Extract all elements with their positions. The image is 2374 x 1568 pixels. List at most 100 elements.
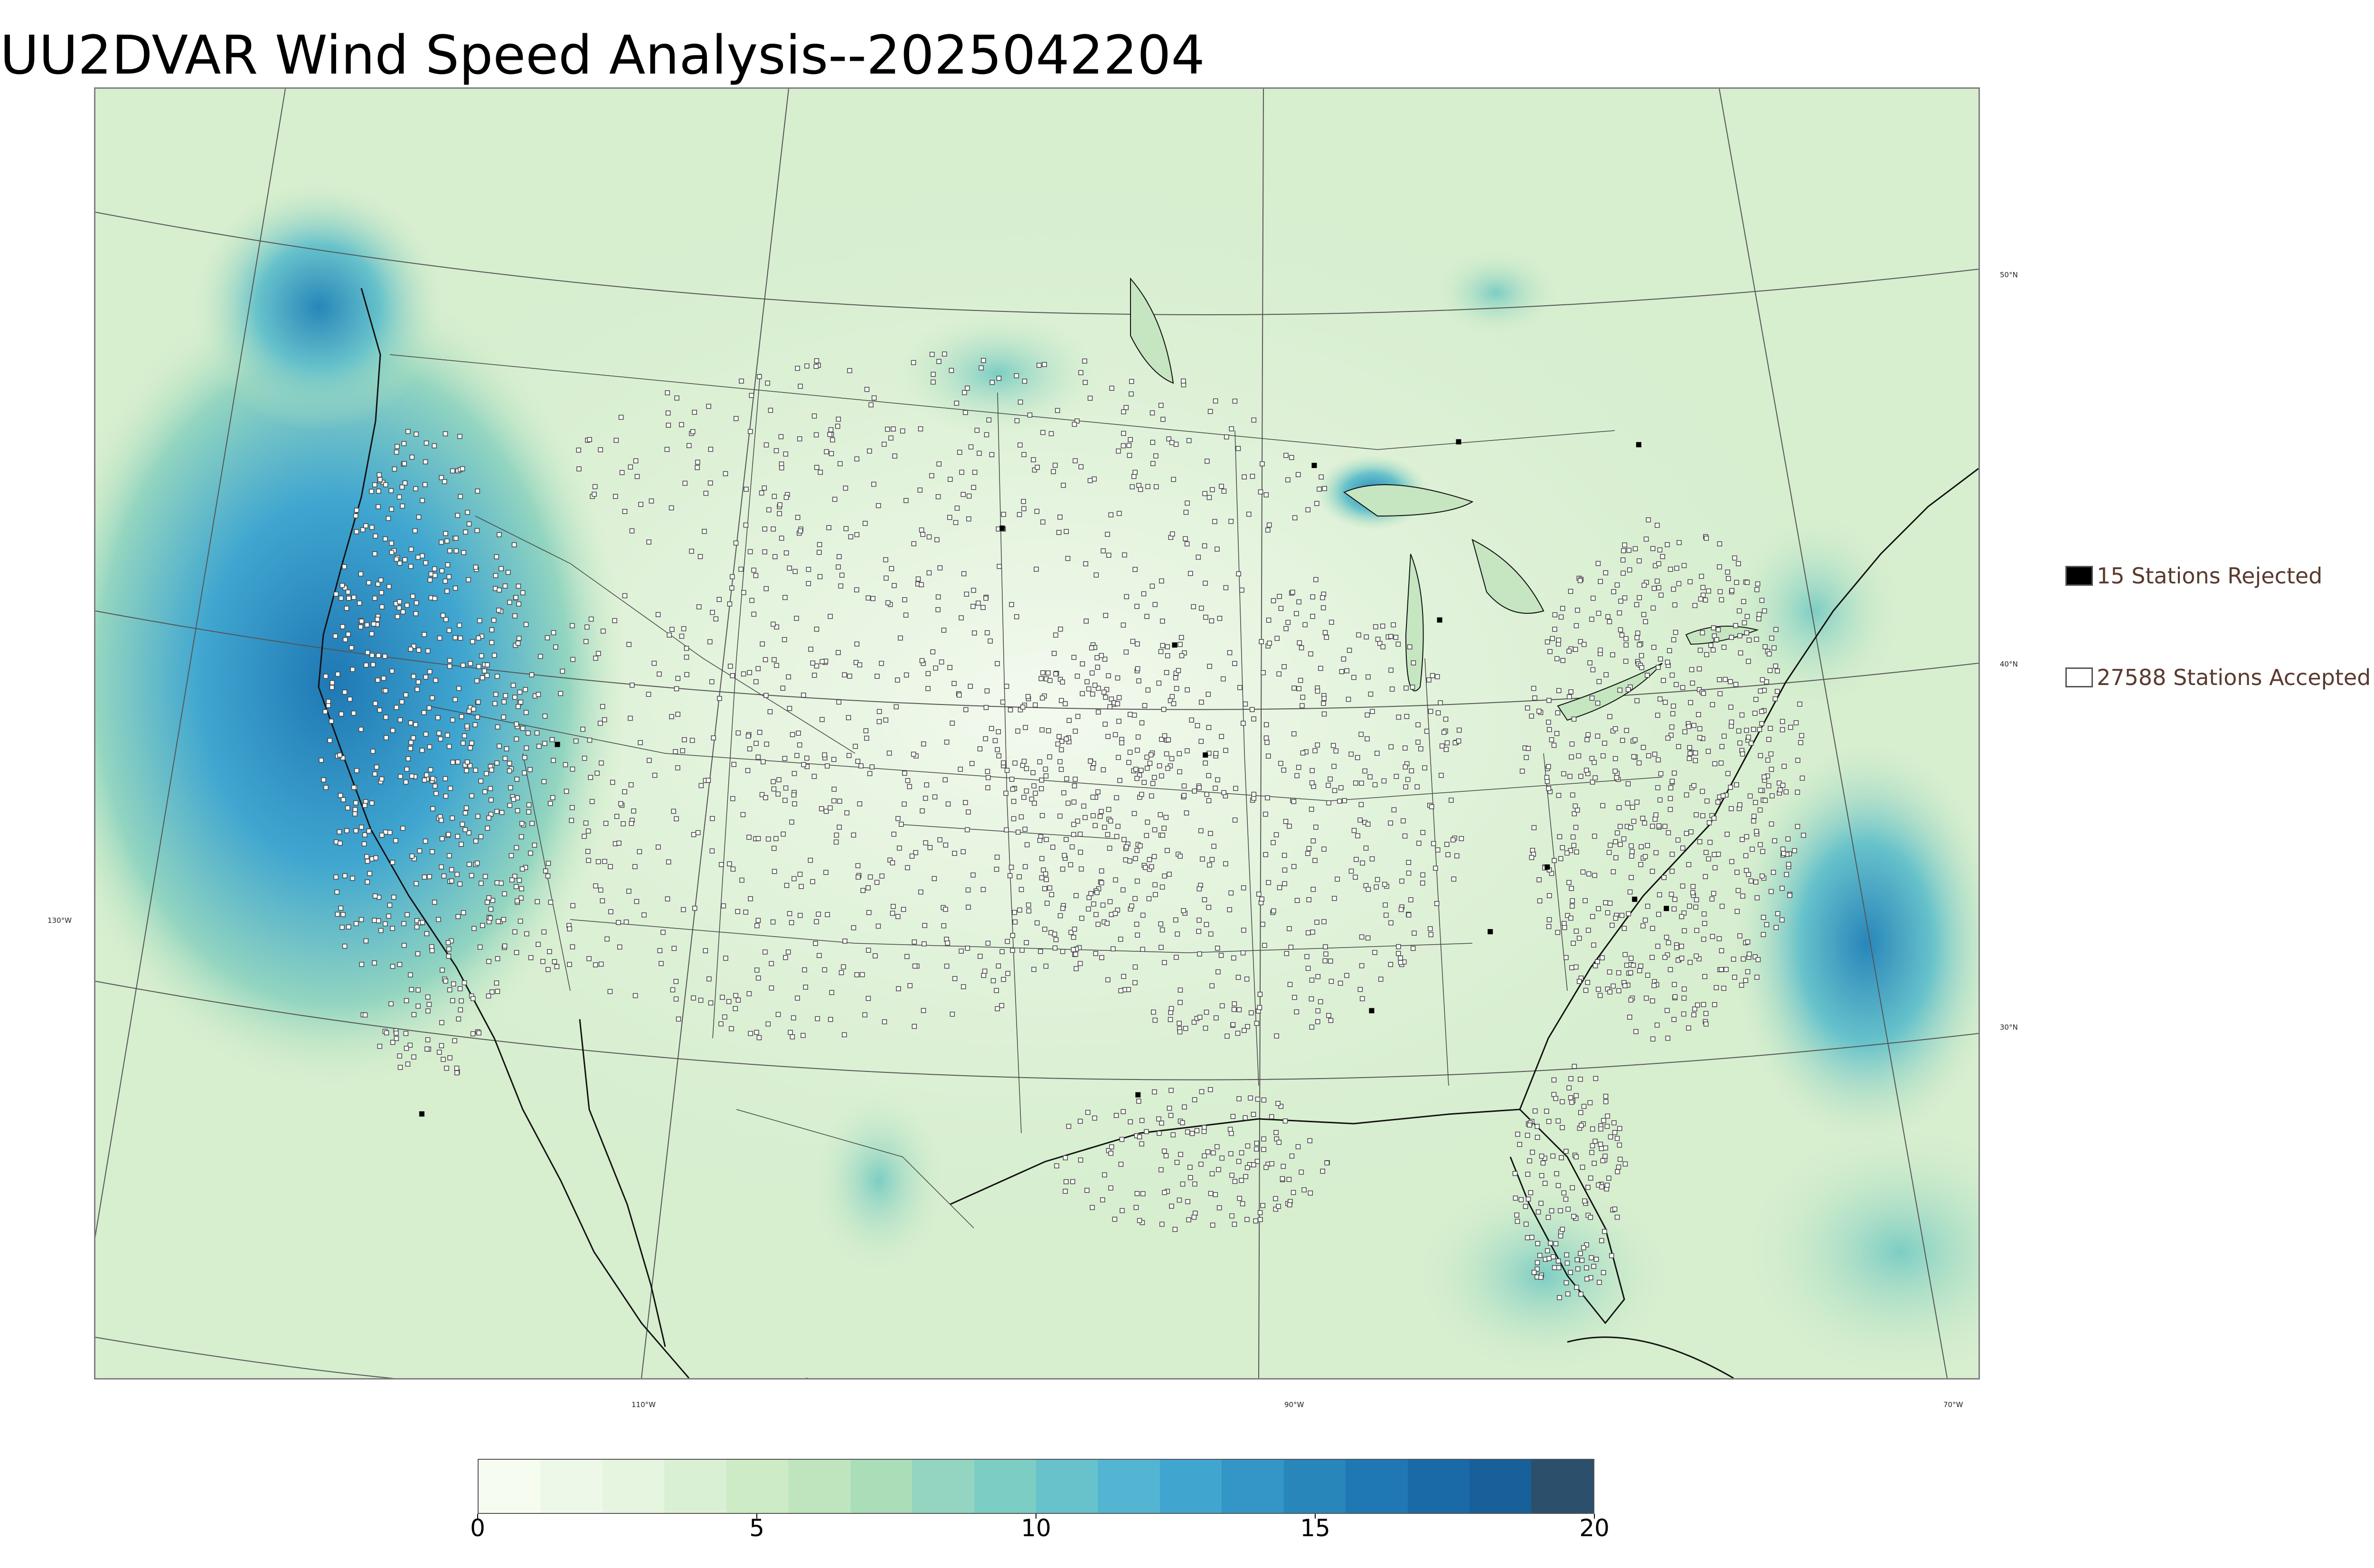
station-marker-accepted [1738, 741, 1742, 745]
station-marker-accepted [1150, 440, 1155, 444]
station-marker-accepted [1279, 606, 1283, 610]
station-marker-accepted [1612, 1121, 1616, 1125]
station-marker-accepted [649, 499, 653, 503]
station-marker-accepted [913, 964, 917, 968]
station-marker-accepted [1263, 853, 1268, 857]
station-marker-accepted [1666, 660, 1670, 664]
station-marker-accepted [1315, 501, 1319, 506]
station-marker-accepted [358, 572, 363, 576]
station-marker-accepted [1665, 935, 1669, 939]
station-marker-accepted [1178, 1030, 1182, 1034]
station-marker-accepted [413, 529, 417, 533]
station-marker-accepted [1315, 920, 1319, 924]
station-marker-accepted [1392, 807, 1396, 812]
wind-speed-map[interactable] [94, 87, 1980, 1380]
station-marker-accepted [814, 433, 819, 437]
station-marker-accepted [1066, 556, 1070, 561]
station-marker-accepted [795, 366, 800, 370]
station-marker-accepted [1761, 677, 1765, 682]
station-marker-accepted [1013, 920, 1017, 924]
station-marker-accepted [614, 438, 618, 442]
station-marker-accepted [1357, 633, 1361, 637]
station-marker-accepted [755, 968, 759, 972]
station-marker-accepted [599, 761, 603, 765]
station-marker-accepted [1121, 623, 1125, 627]
station-marker-accepted [1105, 833, 1110, 837]
station-marker-accepted [1705, 799, 1709, 803]
station-marker-accepted [948, 515, 952, 519]
station-marker-accepted [1271, 840, 1275, 845]
station-marker-accepted [708, 639, 712, 644]
station-marker-accepted [1617, 989, 1621, 993]
station-marker-rejected [1203, 752, 1208, 758]
station-marker-accepted [1598, 1142, 1602, 1146]
station-marker-accepted [423, 482, 427, 487]
station-marker-accepted [776, 792, 780, 796]
station-marker-accepted [1529, 855, 1534, 860]
station-marker-accepted [490, 768, 494, 772]
station-marker-accepted [535, 731, 539, 735]
station-marker-accepted [416, 988, 420, 992]
station-marker-accepted [946, 802, 951, 806]
station-marker-accepted [820, 659, 824, 664]
station-marker-accepted [788, 1030, 792, 1034]
station-marker-accepted [601, 629, 605, 633]
station-marker-accepted [1200, 1089, 1204, 1094]
station-marker-accepted [1722, 645, 1726, 649]
station-marker-accepted [1560, 1099, 1564, 1104]
station-marker-accepted [836, 650, 840, 655]
station-marker-accepted [1130, 485, 1134, 489]
station-marker-accepted [1663, 824, 1667, 828]
station-marker-accepted [790, 920, 794, 925]
station-marker-accepted [1138, 1219, 1142, 1223]
station-marker-accepted [1557, 688, 1561, 693]
station-marker-accepted [866, 596, 870, 600]
station-marker-accepted [391, 728, 395, 732]
station-marker-accepted [1185, 542, 1189, 546]
station-marker-accepted [768, 408, 772, 413]
station-marker-accepted [409, 987, 414, 992]
station-marker-accepted [1245, 1144, 1250, 1148]
station-marker-accepted [476, 636, 480, 640]
station-marker-accepted [359, 727, 363, 732]
station-marker-accepted [1774, 628, 1778, 632]
station-marker-accepted [791, 732, 795, 737]
station-marker-accepted [1310, 978, 1314, 982]
station-marker-accepted [1242, 928, 1246, 932]
station-marker-accepted [912, 752, 916, 756]
station-marker-accepted [1571, 941, 1575, 946]
station-marker-accepted [487, 816, 491, 820]
station-marker-accepted [677, 1017, 681, 1021]
station-marker-accepted [1559, 1234, 1563, 1238]
station-marker-accepted [1366, 936, 1370, 940]
station-marker-accepted [623, 593, 627, 598]
station-marker-accepted [1324, 952, 1328, 956]
station-marker-accepted [945, 941, 950, 945]
station-marker-accepted [783, 798, 787, 802]
station-marker-accepted [1093, 1116, 1097, 1120]
station-marker-accepted [734, 416, 738, 421]
station-marker-accepted [976, 601, 980, 605]
station-marker-accepted [792, 793, 796, 797]
station-marker-accepted [861, 888, 865, 892]
station-marker-accepted [1694, 751, 1698, 755]
station-marker-accepted [859, 764, 863, 768]
station-marker-accepted [1044, 877, 1048, 882]
station-marker-accepted [792, 802, 797, 806]
station-marker-accepted [1043, 767, 1047, 771]
station-marker-accepted [1645, 844, 1649, 848]
station-marker-accepted [389, 507, 394, 511]
station-marker-accepted [546, 967, 550, 972]
station-marker-accepted [1112, 1217, 1117, 1221]
station-marker-accepted [818, 574, 822, 579]
station-marker-accepted [373, 894, 377, 898]
station-marker-accepted [582, 834, 586, 838]
station-marker-accepted [630, 529, 634, 533]
station-marker-accepted [1775, 669, 1780, 673]
station-marker-accepted [493, 702, 497, 706]
station-marker-accepted [1292, 995, 1297, 1000]
station-marker-accepted [450, 879, 454, 883]
station-marker-accepted [704, 491, 708, 496]
station-marker-accepted [1606, 615, 1610, 619]
station-marker-accepted [777, 512, 782, 516]
